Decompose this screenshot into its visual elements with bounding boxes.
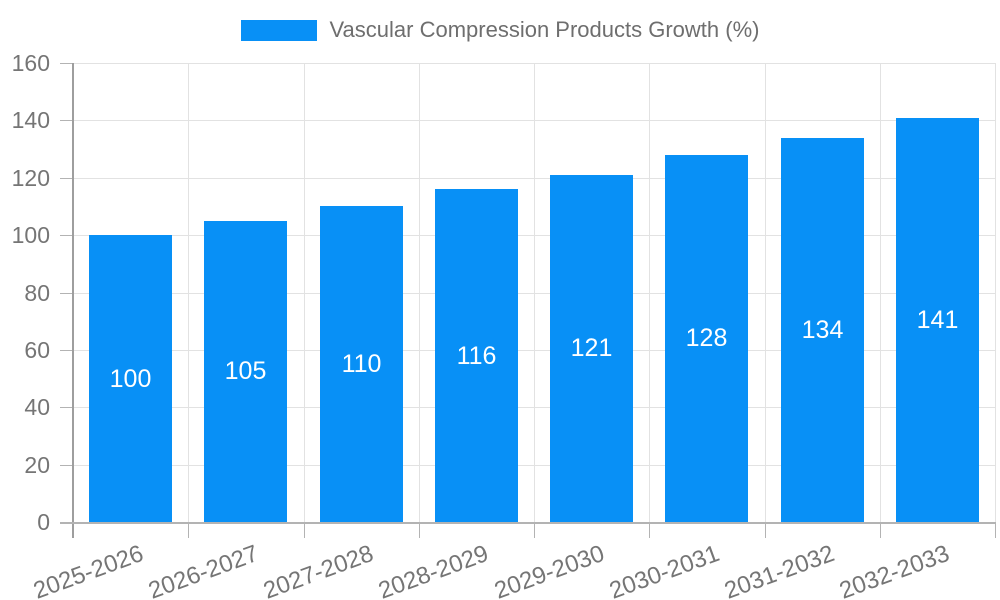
bar [204, 221, 287, 522]
x-gridline [995, 63, 996, 522]
x-tick-label: 2029-2030 [491, 540, 609, 600]
x-tick [304, 522, 305, 538]
y-tick-label: 20 [24, 452, 50, 478]
bar-value-label: 134 [801, 316, 844, 344]
bar-value-label: 100 [109, 365, 152, 393]
y-tick [60, 350, 73, 351]
legend-color-swatch [240, 19, 317, 41]
bar [665, 155, 748, 522]
bar-value-label: 121 [570, 334, 613, 362]
y-tick-label: 100 [11, 222, 50, 248]
y-tick-label: 60 [24, 337, 50, 363]
x-tick-label: 2025-2026 [30, 540, 148, 600]
x-gridline [419, 63, 420, 522]
y-tick [60, 293, 73, 294]
y-tick-label: 40 [24, 394, 50, 420]
x-tick [419, 522, 420, 538]
y-tick-label: 80 [24, 280, 50, 306]
y-tick [60, 407, 73, 408]
y-tick [60, 63, 73, 64]
x-tick [995, 522, 996, 538]
y-tick [60, 120, 73, 121]
x-tick-label: 2027-2028 [260, 540, 378, 600]
x-tick [534, 522, 535, 538]
x-tick-label: 2026-2027 [145, 540, 263, 600]
x-tick [649, 522, 650, 538]
y-tick [60, 465, 73, 466]
bar [550, 175, 633, 522]
bar-value-label: 105 [224, 357, 267, 385]
y-tick [60, 235, 73, 236]
x-gridline [649, 63, 650, 522]
x-tick-label: 2032-2033 [836, 540, 954, 600]
x-tick [188, 522, 189, 538]
legend: Vascular Compression Products Growth (%) [0, 17, 1000, 43]
bar-value-label: 110 [341, 350, 382, 378]
bar [89, 235, 172, 522]
x-gridline [880, 63, 881, 522]
bar-value-label: 141 [916, 306, 959, 334]
x-tick-label: 2028-2029 [375, 540, 493, 600]
bar-value-label: 116 [456, 342, 497, 370]
x-gridline [188, 63, 189, 522]
x-tick [765, 522, 766, 538]
x-gridline [534, 63, 535, 522]
y-tick-label: 160 [11, 50, 50, 76]
bar [781, 138, 864, 522]
y-tick-label: 120 [11, 165, 50, 191]
x-tick-label: 2031-2032 [721, 540, 839, 600]
legend-label: Vascular Compression Products Growth (%) [329, 17, 760, 42]
x-gridline [304, 63, 305, 522]
y-axis-line [72, 63, 74, 538]
x-gridline [765, 63, 766, 522]
x-axis-line [60, 522, 995, 524]
bar-value-label: 128 [685, 324, 728, 352]
y-tick-label: 140 [11, 107, 50, 133]
x-tick [880, 522, 881, 538]
bar [435, 189, 518, 522]
bar [896, 118, 979, 522]
bar [320, 206, 403, 522]
x-tick-label: 2030-2031 [606, 540, 724, 600]
y-tick-label: 0 [37, 509, 50, 535]
y-tick [60, 178, 73, 179]
